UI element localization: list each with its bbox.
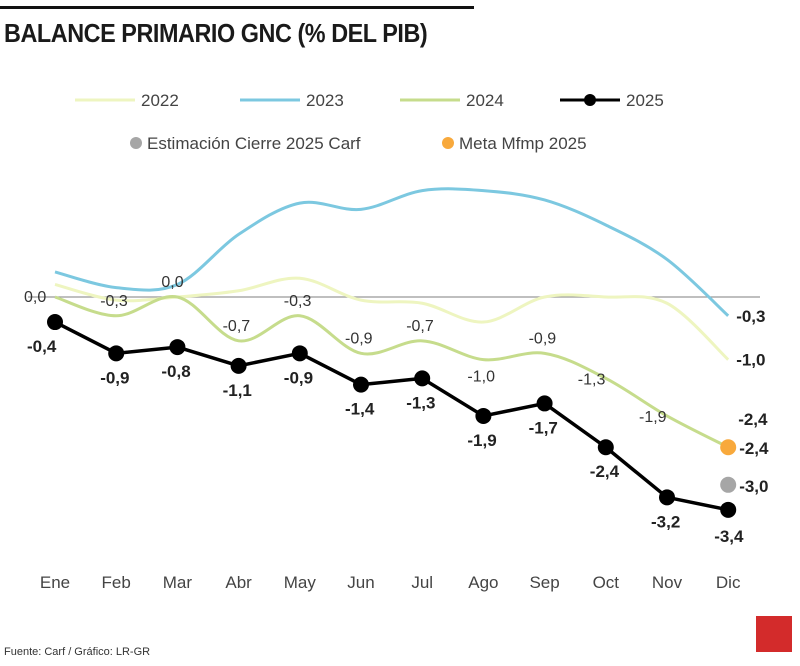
point-2025-Feb: [108, 345, 125, 362]
point-2025-Abr: [230, 357, 247, 374]
x-tick-Oct: Oct: [593, 573, 620, 592]
series-line-2023: [54, 187, 730, 317]
label-2024-Nov: -1,9: [639, 409, 667, 426]
x-tick-Sep: Sep: [529, 573, 559, 592]
zero-label: 0,0: [24, 289, 46, 306]
point-2025-Oct: [597, 439, 614, 456]
label-2025-Nov: -3,2: [651, 512, 680, 531]
label-2025-May: -0,9: [284, 368, 313, 387]
point-2025-Nov: [659, 489, 675, 506]
label-2025-Ene: -0,4: [27, 337, 57, 356]
label-2025-Jun: -1,4: [345, 400, 375, 419]
legend-label-2022: 2022: [141, 91, 179, 110]
x-tick-Abr: Abr: [225, 573, 252, 592]
legend-label-2025: 2025: [626, 91, 664, 110]
x-tick-Dic: Dic: [716, 573, 741, 592]
label-2023-Dic: -0,3: [736, 307, 765, 326]
label-2025-Ago: -1,9: [467, 431, 496, 450]
label-2025-Jul: -1,3: [406, 393, 435, 412]
label-2024-Jun: -0,9: [345, 330, 373, 347]
point-2025-Ago: [475, 407, 492, 424]
source-note: Fuente: Carf / Gráfico: LR-GR: [4, 646, 151, 658]
legend-label-point-0: Estimación Cierre 2025 Carf: [147, 134, 361, 153]
top-rule: [0, 6, 474, 9]
x-tick-Nov: Nov: [652, 573, 683, 592]
series-line-2024: [54, 295, 729, 449]
chart-title: BALANCE PRIMARIO GNC (% DEL PIB): [4, 18, 428, 48]
point-marker-0: [720, 476, 737, 493]
legend-marker-2025: [584, 94, 596, 106]
point-marker-1: [720, 439, 737, 456]
label-2025-Sep: -1,7: [529, 418, 558, 437]
series-line-2025: [54, 320, 729, 512]
x-tick-Mar: Mar: [163, 573, 193, 592]
point-label-1: -2,4: [739, 439, 769, 458]
x-tick-Jul: Jul: [411, 573, 433, 592]
point-2025-Jul: [414, 370, 431, 387]
legend-dot-1: [442, 137, 454, 149]
label-2025-Oct: -2,4: [590, 462, 620, 481]
label-2024-Abr: -0,7: [223, 318, 251, 335]
point-2025-Dic: [720, 501, 737, 518]
point-2025-May: [291, 345, 308, 362]
legend-label-point-1: Meta Mfmp 2025: [459, 134, 587, 153]
label-2024-Mar: 0,0: [161, 274, 183, 291]
legend-label-2023: 2023: [306, 91, 344, 110]
point-2025-Sep: [536, 395, 553, 412]
label-2024-May: -0,3: [284, 293, 312, 310]
label-2024-Feb: -0,3: [100, 293, 128, 310]
label-2024-Sep: -0,9: [529, 330, 557, 347]
legend-dot-0: [130, 137, 142, 149]
label-2025-Abr: -1,1: [223, 381, 252, 400]
legend-label-2024: 2024: [466, 91, 504, 110]
label-2022-Dic: -1,0: [736, 351, 765, 370]
x-tick-Ago: Ago: [468, 573, 498, 592]
point-2025-Ene: [47, 314, 63, 331]
point-2025-Jun: [353, 376, 369, 393]
x-tick-Feb: Feb: [102, 573, 131, 592]
x-tick-May: May: [284, 573, 317, 592]
label-2024-Dic: -2,4: [738, 410, 768, 429]
label-2024-Oct: -1,3: [578, 371, 606, 388]
label-2025-Feb: -0,9: [100, 368, 129, 387]
lr-logo: [756, 616, 792, 652]
x-tick-Jun: Jun: [347, 573, 374, 592]
label-2025-Dic: -3,4: [714, 527, 744, 546]
point-label-0: -3,0: [739, 477, 768, 496]
label-2024-Jul: -0,7: [406, 318, 434, 335]
label-2025-Mar: -0,8: [161, 362, 190, 381]
x-tick-Ene: Ene: [40, 573, 70, 592]
label-2024-Ago: -1,0: [467, 369, 495, 386]
point-2025-Mar: [169, 339, 186, 356]
